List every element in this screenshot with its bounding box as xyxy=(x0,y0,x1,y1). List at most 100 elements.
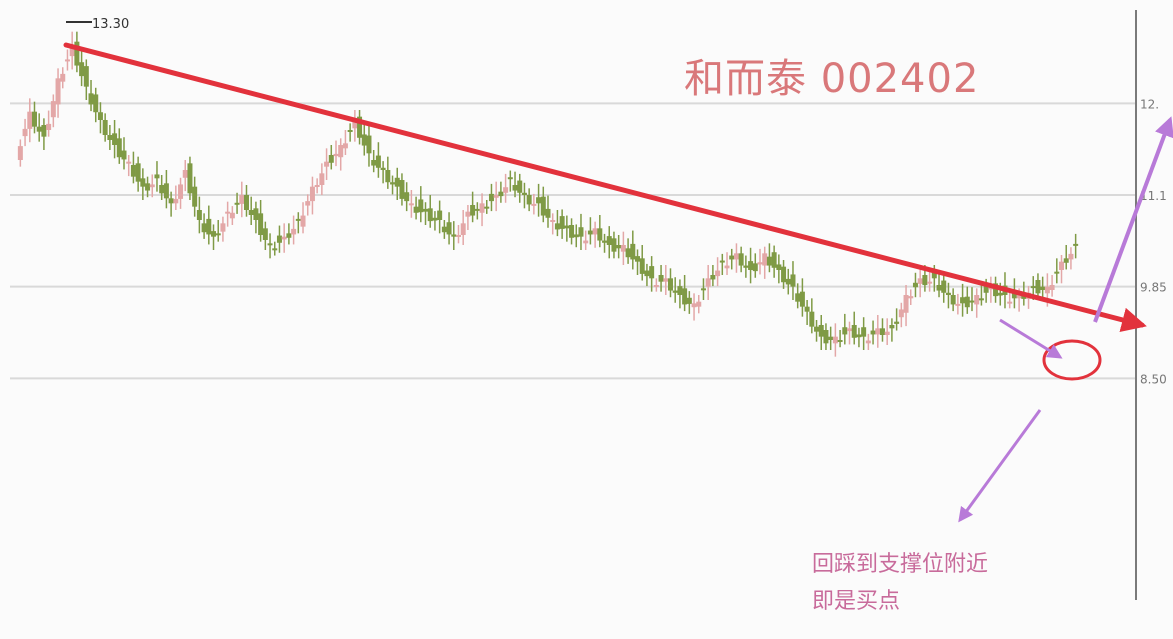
candle-body xyxy=(531,203,537,206)
candle-body xyxy=(606,236,612,245)
candle-body xyxy=(856,334,862,338)
candle-body xyxy=(927,281,933,284)
candle-body xyxy=(540,196,546,216)
candle-body xyxy=(281,236,287,240)
candle-body xyxy=(672,290,678,293)
candle-body xyxy=(413,206,419,213)
candle-body xyxy=(771,252,777,268)
candle-body xyxy=(192,186,198,207)
candle-body xyxy=(324,161,330,167)
candle-body xyxy=(1054,271,1060,274)
candle-body xyxy=(498,191,504,197)
candle-body xyxy=(828,336,834,340)
candle-body xyxy=(969,300,975,303)
candle-body xyxy=(300,215,306,227)
candle-body xyxy=(908,296,914,299)
candle-body xyxy=(691,303,697,308)
candle-body xyxy=(451,234,457,237)
candle-body xyxy=(847,328,853,332)
candle-body xyxy=(894,321,900,324)
candle-body xyxy=(983,285,989,293)
candle-body xyxy=(31,111,37,127)
candle-body xyxy=(248,210,254,215)
candle-body xyxy=(229,212,235,219)
candle-body xyxy=(752,263,758,272)
candle-body xyxy=(658,275,664,282)
candle-body xyxy=(88,93,94,105)
candle-body xyxy=(1063,258,1069,263)
candle-body xyxy=(875,328,881,335)
candle-body xyxy=(715,270,721,277)
candle-body xyxy=(253,208,259,220)
candle-body xyxy=(145,183,151,191)
candle-body xyxy=(446,222,452,235)
candle-body xyxy=(583,240,589,244)
candle-body xyxy=(140,178,146,187)
candle-body xyxy=(1016,295,1022,299)
candle-body xyxy=(686,297,692,304)
candle-body xyxy=(785,278,791,285)
candle-body xyxy=(220,223,226,232)
annotation-line-1: 回踩到支撑位附近 xyxy=(812,552,989,577)
candle-body xyxy=(1040,286,1046,290)
candle-body xyxy=(997,292,1003,296)
candle-body xyxy=(842,327,848,335)
candle-body xyxy=(375,155,381,168)
candle-body xyxy=(427,208,433,222)
candle-body xyxy=(135,163,141,182)
candle-body xyxy=(1059,261,1065,270)
candle-body xyxy=(743,265,749,268)
candle-body xyxy=(488,193,494,202)
candle-body xyxy=(945,292,951,295)
candle-body xyxy=(851,325,857,338)
candle-body xyxy=(729,255,735,260)
candle-body xyxy=(526,195,532,205)
candle-body xyxy=(201,223,207,233)
candle-body xyxy=(291,228,297,235)
candle-body xyxy=(964,296,970,308)
candle-body xyxy=(371,160,377,166)
candle-body xyxy=(766,256,772,266)
candle-body xyxy=(611,238,617,252)
candle-body xyxy=(903,295,909,313)
candle-body xyxy=(700,288,706,291)
candle-body xyxy=(465,211,471,217)
candle-body xyxy=(865,340,871,344)
candle-body xyxy=(79,62,85,77)
y-tick-label: 8.50 xyxy=(1140,372,1167,386)
candle-body xyxy=(60,73,66,82)
candle-body xyxy=(357,116,363,138)
candle-body xyxy=(936,285,942,291)
candle-body xyxy=(635,256,641,262)
candle-body xyxy=(809,311,815,327)
candle-body xyxy=(394,177,400,187)
candle-body xyxy=(159,185,165,194)
candle-body xyxy=(682,288,688,305)
candle-body xyxy=(1068,253,1074,260)
candle-body xyxy=(733,253,739,260)
candle-body xyxy=(130,165,136,177)
candle-body xyxy=(234,202,240,205)
candle-body xyxy=(799,291,805,307)
candle-body xyxy=(225,211,231,214)
y-axis-ticks: 12. 11.1 9.85 8.50 xyxy=(1140,97,1167,386)
candle-body xyxy=(719,260,725,263)
candle-body xyxy=(790,274,796,287)
candle-body xyxy=(993,283,999,297)
candle-body xyxy=(814,326,820,332)
annotation-line-2: 即是买点 xyxy=(812,589,901,614)
candle-body xyxy=(423,208,429,212)
candle-body xyxy=(503,187,509,193)
candle-body xyxy=(309,186,315,202)
candle-body xyxy=(432,217,438,221)
candle-body xyxy=(931,271,937,279)
candle-body xyxy=(93,94,99,113)
candle-body xyxy=(1021,295,1027,299)
candle-body xyxy=(366,135,372,154)
candle-body xyxy=(696,301,702,307)
candle-body xyxy=(922,275,928,285)
candle-body xyxy=(653,285,659,287)
candle-body xyxy=(399,180,405,199)
candle-body xyxy=(36,126,42,132)
